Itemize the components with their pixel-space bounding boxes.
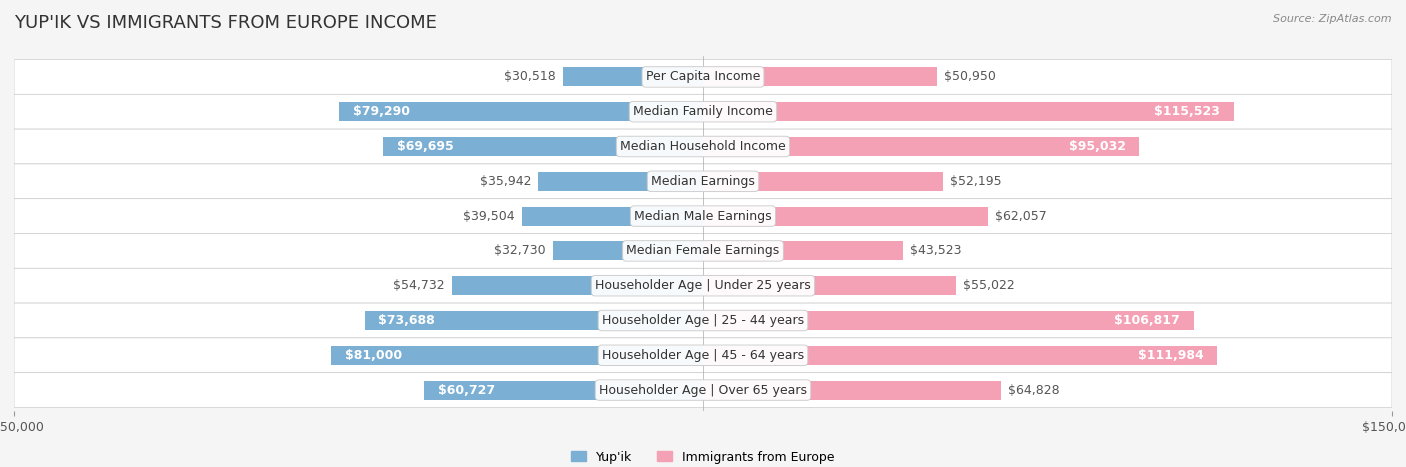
Text: $32,730: $32,730	[494, 244, 546, 257]
Bar	[703, 346, 1218, 365]
FancyBboxPatch shape	[14, 94, 1392, 129]
FancyBboxPatch shape	[14, 198, 1392, 234]
Text: $81,000: $81,000	[344, 349, 402, 362]
Bar	[425, 381, 703, 400]
Bar	[703, 67, 936, 86]
FancyBboxPatch shape	[14, 373, 1392, 408]
Bar	[703, 381, 1001, 400]
FancyBboxPatch shape	[14, 338, 1392, 373]
Text: Householder Age | 45 - 64 years: Householder Age | 45 - 64 years	[602, 349, 804, 362]
Text: $115,523: $115,523	[1154, 105, 1220, 118]
FancyBboxPatch shape	[14, 129, 1392, 164]
Bar	[522, 206, 703, 226]
Bar	[703, 276, 956, 295]
Text: Median Household Income: Median Household Income	[620, 140, 786, 153]
Bar	[703, 241, 903, 261]
Text: $73,688: $73,688	[378, 314, 434, 327]
Text: Householder Age | 25 - 44 years: Householder Age | 25 - 44 years	[602, 314, 804, 327]
Bar	[703, 206, 988, 226]
Text: $55,022: $55,022	[963, 279, 1014, 292]
Bar	[451, 276, 703, 295]
Text: Householder Age | Under 25 years: Householder Age | Under 25 years	[595, 279, 811, 292]
FancyBboxPatch shape	[14, 164, 1392, 198]
Text: Median Male Earnings: Median Male Earnings	[634, 210, 772, 223]
Text: YUP'IK VS IMMIGRANTS FROM EUROPE INCOME: YUP'IK VS IMMIGRANTS FROM EUROPE INCOME	[14, 14, 437, 32]
Bar	[330, 346, 703, 365]
Bar	[364, 311, 703, 330]
Legend: Yup'ik, Immigrants from Europe: Yup'ik, Immigrants from Europe	[567, 446, 839, 467]
Bar	[562, 67, 703, 86]
Text: $52,195: $52,195	[949, 175, 1001, 188]
Text: $43,523: $43,523	[910, 244, 962, 257]
FancyBboxPatch shape	[14, 234, 1392, 269]
Text: Median Earnings: Median Earnings	[651, 175, 755, 188]
Text: Per Capita Income: Per Capita Income	[645, 71, 761, 84]
Text: Median Family Income: Median Family Income	[633, 105, 773, 118]
Bar	[703, 172, 943, 191]
Bar	[703, 102, 1233, 121]
Text: $106,817: $106,817	[1114, 314, 1180, 327]
Text: $30,518: $30,518	[505, 71, 555, 84]
Bar	[553, 241, 703, 261]
Bar	[382, 137, 703, 156]
Bar	[538, 172, 703, 191]
Text: $60,727: $60,727	[437, 383, 495, 396]
Text: Median Female Earnings: Median Female Earnings	[627, 244, 779, 257]
Bar	[703, 137, 1139, 156]
FancyBboxPatch shape	[14, 303, 1392, 338]
Text: $69,695: $69,695	[396, 140, 453, 153]
Text: $35,942: $35,942	[479, 175, 531, 188]
Bar	[339, 102, 703, 121]
Text: $79,290: $79,290	[353, 105, 409, 118]
FancyBboxPatch shape	[14, 269, 1392, 303]
Text: $54,732: $54,732	[394, 279, 444, 292]
Bar	[703, 311, 1194, 330]
Text: $95,032: $95,032	[1069, 140, 1126, 153]
Text: Householder Age | Over 65 years: Householder Age | Over 65 years	[599, 383, 807, 396]
Text: $64,828: $64,828	[1008, 383, 1059, 396]
Text: $111,984: $111,984	[1137, 349, 1204, 362]
Text: $39,504: $39,504	[463, 210, 515, 223]
Text: $50,950: $50,950	[943, 71, 995, 84]
Text: Source: ZipAtlas.com: Source: ZipAtlas.com	[1274, 14, 1392, 24]
FancyBboxPatch shape	[14, 59, 1392, 94]
Text: $62,057: $62,057	[995, 210, 1046, 223]
